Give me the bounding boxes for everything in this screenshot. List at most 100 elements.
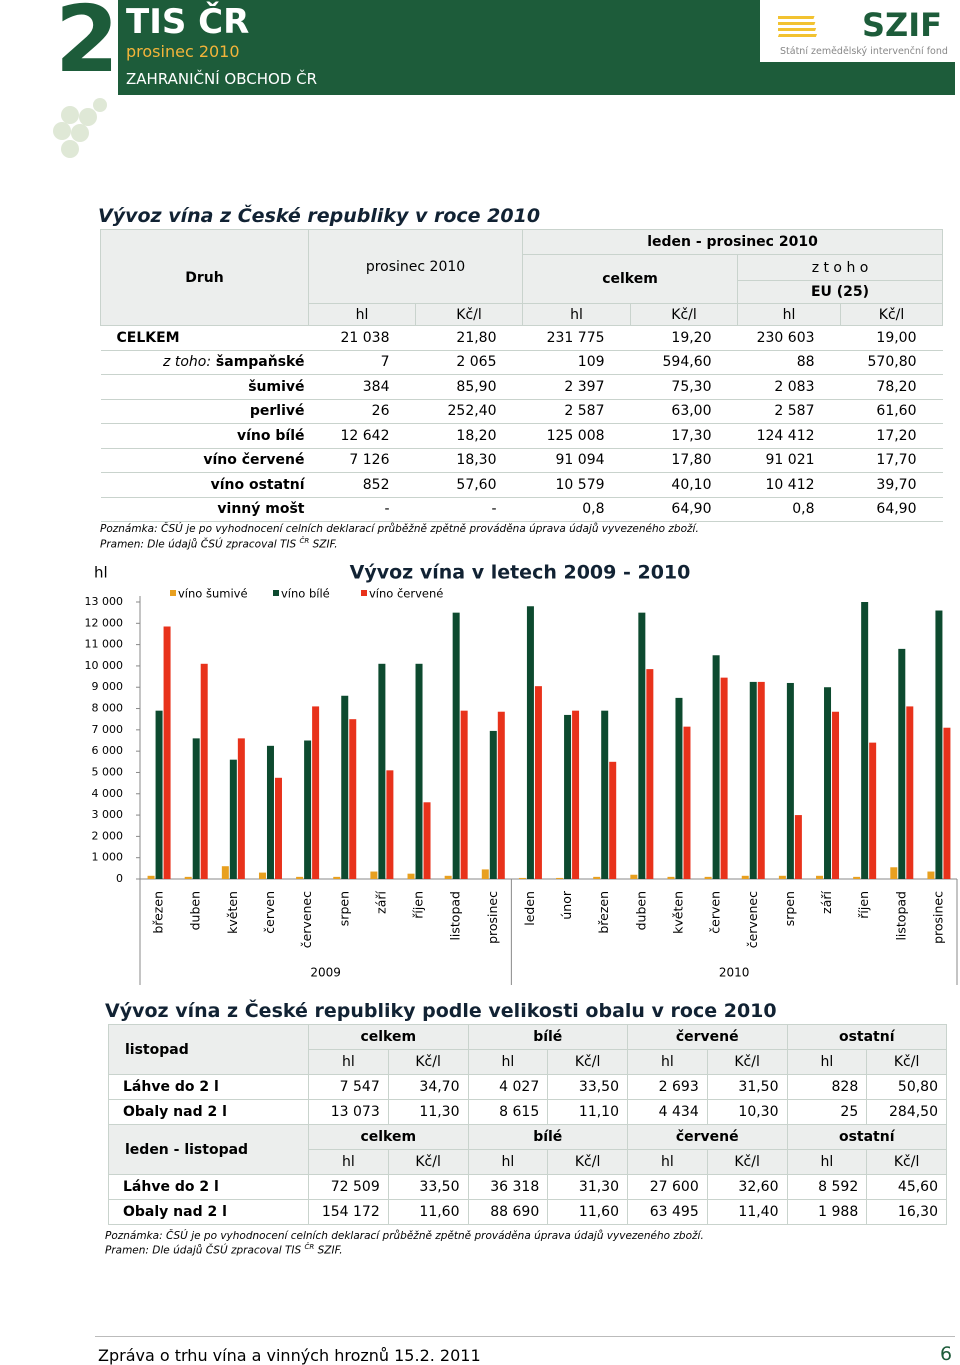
table-cell: celkem (308, 1024, 469, 1050)
section-bar (118, 62, 955, 95)
table-cell: z toho: šampaňské (100, 349, 309, 375)
table-cell: 1 988 (786, 1199, 868, 1225)
bar (386, 770, 394, 879)
table-cell: 570,80 (840, 349, 943, 375)
page-number: 6 (940, 1343, 953, 1365)
table-cell: 2 587 (737, 398, 841, 424)
row-label: víno ostatní (210, 476, 305, 493)
bar (192, 738, 200, 879)
row-label: víno bílé (237, 427, 305, 444)
bar (890, 867, 898, 879)
bar (832, 711, 840, 879)
table-cell: Láhve do 2 l (108, 1074, 309, 1100)
bar (497, 711, 505, 879)
table-cell: 13 073 (308, 1099, 389, 1125)
bar (370, 871, 378, 879)
table-cell: 17,80 (630, 447, 738, 473)
section-title: ZAHRANIČNÍ OBCHOD ČR (126, 70, 318, 88)
bar (778, 875, 786, 879)
table-cell: 8 615 (467, 1099, 549, 1125)
table-cell: Kč/l (387, 1049, 469, 1075)
bar (349, 719, 357, 879)
table-cell: 57,60 (415, 472, 523, 498)
table-cell: 21,80 (415, 325, 523, 351)
table-cell: hl (786, 1049, 868, 1075)
bar (824, 687, 832, 879)
table-cell: 21 038 (308, 325, 416, 351)
table-cell: 64,90 (840, 496, 943, 522)
table-cell: 16,30 (866, 1199, 947, 1225)
bar (943, 727, 951, 879)
x-tick-label: srpen (782, 891, 797, 926)
chart-title: Vývoz vína v letech 2009 - 2010 (350, 562, 691, 584)
table-row: listopad celkem bílé červené ostatní (108, 1024, 947, 1075)
table-cell: 11,60 (547, 1199, 628, 1225)
bar (378, 663, 386, 879)
bar (221, 866, 229, 879)
package-table: listopad celkem bílé červené ostatní hl Kč/l hl… (108, 1024, 947, 1225)
table-cell: 75,30 (630, 374, 738, 400)
table-cell: 33,50 (387, 1174, 469, 1200)
bar (675, 697, 683, 879)
x-tick-label: listopad (448, 891, 463, 941)
bar (638, 612, 646, 879)
y-tick-label: 9 000 (92, 680, 124, 693)
bar (423, 802, 431, 879)
table-cell: 230 603 (737, 325, 841, 351)
table-cell: ostatní (786, 1024, 947, 1050)
table-cell: 33,50 (547, 1074, 628, 1100)
table-cell: hl (467, 1049, 549, 1075)
bar (630, 874, 638, 879)
table-cell: 2 083 (737, 374, 841, 400)
bar (333, 876, 341, 879)
bar (898, 648, 906, 879)
bar (444, 875, 452, 879)
table-cell: bílé (467, 1124, 628, 1150)
bar (296, 876, 304, 879)
x-tick-label: březen (596, 891, 611, 934)
bar (853, 876, 861, 879)
table-cell: Láhve do 2 l (108, 1174, 309, 1200)
bar (155, 710, 163, 879)
table-cell: 154 172 (308, 1199, 389, 1225)
x-tick-label: červen (708, 891, 723, 934)
table-row: hl Kč/l hl Kč/l hl Kč/l hl Kč/l (109, 1149, 947, 1175)
table-cell: 63 495 (627, 1199, 708, 1225)
table-cell: 17,30 (630, 423, 738, 449)
bar (794, 815, 802, 879)
issue-number: 2 (55, 0, 119, 93)
bar (163, 626, 171, 879)
note: Poznámka: ČSÚ je po vyhodnocení celních … (100, 523, 699, 535)
header-block (118, 0, 760, 62)
table-cell: z t o h o (737, 254, 944, 281)
table-cell: 11,30 (387, 1099, 469, 1125)
header-subtitle: prosinec 2010 (126, 42, 240, 61)
x-tick-label: červenec (745, 891, 760, 948)
table-cell: 25 (786, 1099, 868, 1125)
table-row: Obaly nad 2 l 154 172 11,60 88 690 11,60 63 4… (108, 1199, 947, 1225)
row-prefix: z toho: (163, 354, 212, 371)
x-tick-label: leden (522, 891, 537, 926)
bar (927, 871, 935, 879)
legend-swatch (273, 590, 279, 596)
table-cell: Obaly nad 2 l (108, 1199, 309, 1225)
table-cell: 125 008 (522, 423, 631, 449)
table-cell: 18,20 (415, 423, 523, 449)
table-cell: Kč/l (387, 1149, 469, 1175)
table-row: Druh prosinec 2010 leden - prosinec 2010 (100, 229, 944, 326)
bar (786, 682, 794, 879)
x-tick-label: květen (225, 891, 240, 934)
table-cell: 4 027 (467, 1074, 549, 1100)
table-cell: hl (467, 1149, 549, 1175)
table-cell: 384 (308, 374, 416, 400)
table-cell: hl (308, 1049, 389, 1075)
bar (184, 876, 192, 879)
table-cell: 64,90 (630, 496, 738, 522)
footer-line (95, 1336, 955, 1337)
table-title: Vývoz vína z České republiky podle velik… (105, 1000, 777, 1022)
x-tick-label: září (819, 890, 834, 913)
x-tick-label: duben (188, 891, 203, 930)
bar (667, 876, 675, 879)
table-row: Obaly nad 2 l 13 073 11,30 8 615 11,10 4 434 1… (108, 1099, 947, 1125)
